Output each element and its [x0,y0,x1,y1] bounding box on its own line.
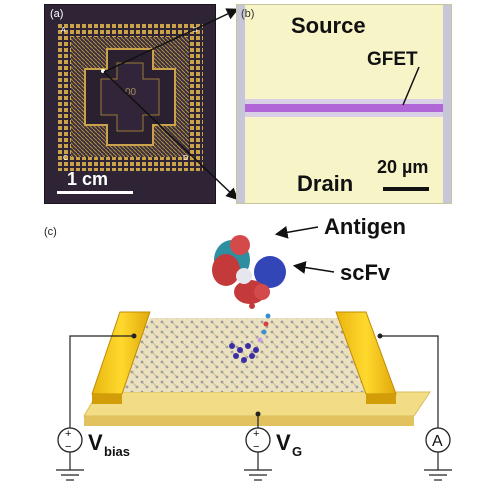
vbias-label: V [88,430,103,455]
panel-a-chip-photo: (a) 00 A B C D 1 cm [44,4,216,204]
chip-id-label: 00 [125,87,137,98]
chip-photo-graphic [57,23,203,194]
electrode-right-side [366,394,396,404]
vg-plus: + [253,428,259,440]
graphene-channel [245,104,443,112]
ground-icon-right [424,469,452,481]
zoom-arrow-bottom [103,71,239,201]
scfv-pointer [292,261,335,274]
vbias-subscript: bias [104,444,130,459]
corner-letter-d: D [183,155,189,162]
scale-bar-b-label: 20 µm [377,157,429,177]
drain-label: Drain [297,171,354,196]
source-electrode [245,5,443,99]
micrograph-graphic [237,5,451,203]
scale-bar-a-label: 1 cm [67,169,109,189]
vg-subscript: G [292,444,302,459]
vbias-plus: + [65,428,71,440]
left-edge [237,5,245,203]
substrate-edge [84,416,414,426]
device-schematic: Antigen scFv + − + − A V bias V G [56,214,452,481]
vg-label: V [276,430,291,455]
vg-minus: − [253,441,259,453]
source-label: Source [291,13,366,38]
ground-icon-left [56,469,84,481]
antigen-label: Antigen [324,214,406,239]
right-contact [377,333,383,339]
gfet-pointer [402,66,420,106]
panel-b-label: (b) [241,8,255,20]
gfet-label: GFET [367,49,418,70]
panel-c-label: (c) [44,226,57,238]
electrode-left-side [92,394,122,404]
panel-b-micrograph: (b) Source GFET Drain 20 µm [236,4,452,204]
antigen-pointer [274,226,319,239]
right-edge [443,5,451,203]
left-contact [131,333,137,339]
linker-molecule [229,313,271,363]
gate-contact [255,411,261,417]
scfv-label: scFv [340,260,391,285]
ground-icon-center [244,469,272,481]
scfv-antigen-complex [212,235,286,309]
panel-a-label: (a) [50,8,64,20]
corner-letter-a: A [61,27,66,34]
zoom-arrows [103,8,239,201]
ammeter-label: A [432,433,443,450]
corner-letter-b: B [193,27,198,34]
zoom-arrow-top [103,8,239,73]
vbias-minus: − [65,441,71,453]
scale-bar-b [383,187,429,191]
scale-bar-a [57,191,133,194]
wire-left [69,335,134,428]
corner-letter-c: C [63,155,69,162]
wire-right [380,335,439,428]
